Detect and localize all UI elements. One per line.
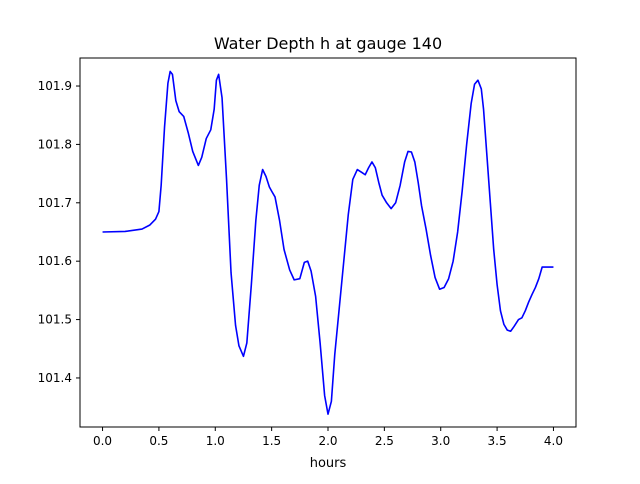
x-tick-label: 1.0 xyxy=(206,434,225,448)
y-tick-label: 101.7 xyxy=(38,196,72,210)
x-tick-label: 0.5 xyxy=(149,434,168,448)
x-tick-label: 2.0 xyxy=(318,434,337,448)
x-tick-label: 1.5 xyxy=(262,434,281,448)
x-tick-label: 3.5 xyxy=(488,434,507,448)
x-tick-label: 0.0 xyxy=(93,434,112,448)
x-axis-label: hours xyxy=(310,456,347,471)
x-tick-label: 3.0 xyxy=(431,434,450,448)
y-tick-label: 101.4 xyxy=(38,371,72,385)
y-tick-label: 101.6 xyxy=(38,254,72,268)
y-tick-label: 101.8 xyxy=(38,137,72,151)
chart-title: Water Depth h at gauge 140 xyxy=(214,34,442,53)
y-tick-label: 101.9 xyxy=(38,79,72,93)
x-tick-label: 4.0 xyxy=(544,434,563,448)
series-line-0 xyxy=(102,70,554,415)
y-tick-label: 101.5 xyxy=(38,313,72,327)
x-tick-label: 2.5 xyxy=(375,434,394,448)
